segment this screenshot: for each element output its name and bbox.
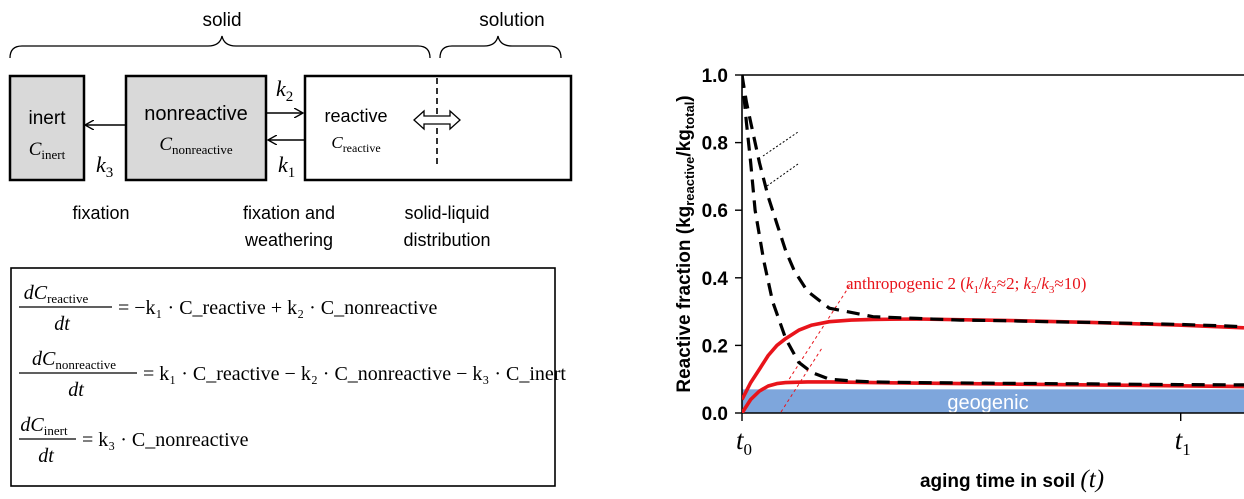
k1-label: k1 xyxy=(278,152,295,181)
y-axis-label: Reactive fraction (kgreactive/kgtotal) xyxy=(674,95,697,392)
equation-reactive: dCreactive dt = −k₁ · C_reactive + k₂ · … xyxy=(19,282,437,335)
svg-text:dCnonreactive: dCnonreactive xyxy=(32,348,116,372)
svg-text:dt: dt xyxy=(54,313,70,335)
nonreactive-box xyxy=(124,74,268,182)
distribution-label-line2: distribution xyxy=(403,230,490,250)
svg-text:= k₃ · C_nonreactive: = k₃ · C_nonreactive xyxy=(82,429,249,451)
solid-label: solid xyxy=(202,10,241,31)
x-tick-label: t0 xyxy=(736,425,752,459)
svg-text:= k₁ · C_reactive − k₂ · C_non: = k₁ · C_reactive − k₂ · C_nonreactive −… xyxy=(143,363,566,385)
exchange-double-arrow-icon xyxy=(413,109,461,131)
distribution-label-line1: solid-liquid xyxy=(404,203,489,223)
x-axis-label: aging time in soil (t) xyxy=(920,466,1104,493)
reactive-fraction-chart: geogenic 0.0 0.2 0.4 0.6 0.8 1.0 t0 t1 Reactive f… xyxy=(674,66,1244,493)
equation-nonreactive: dCnonreactive dt = k₁ · C_reactive − k₂ … xyxy=(19,348,566,401)
nonreactive-symbol: Cnonreactive xyxy=(159,134,233,157)
compartment-schematic: solid solution inert Cinert nonreactive … xyxy=(8,10,573,250)
weathering-label-line1: fixation and xyxy=(243,203,335,223)
anthropogenic-annotation: anthropogenic 2 (k1/k2≈2; k2/k3≈10) xyxy=(846,274,1086,296)
reactive-symbol: Creactive xyxy=(331,133,380,155)
svg-text:dCinert: dCinert xyxy=(20,414,68,438)
y-tick-label: 0.6 xyxy=(702,201,728,222)
y-tick-label: 0.2 xyxy=(702,336,728,357)
red-tangent-line xyxy=(780,347,823,413)
black-dashed-series xyxy=(742,75,1244,387)
nonreactive-label: nonreactive xyxy=(144,103,247,125)
y-tick-label: 0.4 xyxy=(702,269,729,290)
red-tangent-line xyxy=(785,281,853,385)
inert-box xyxy=(8,74,86,182)
solution-bracket xyxy=(439,35,562,59)
solution-label: solution xyxy=(479,10,545,31)
weathering-label-line2: weathering xyxy=(244,230,333,250)
geogenic-label: geogenic xyxy=(947,392,1028,414)
y-tick-label: 0.8 xyxy=(702,134,728,155)
svg-text:dCreactive: dCreactive xyxy=(24,282,89,306)
inert-symbol: Cinert xyxy=(29,139,66,162)
y-tick-label: 0.0 xyxy=(702,404,728,425)
solid-bracket xyxy=(9,35,431,59)
k3-label: k3 xyxy=(96,152,113,181)
geogenic-band xyxy=(742,389,1244,413)
svg-text:dt: dt xyxy=(68,379,84,401)
reactive-label: reactive xyxy=(324,106,387,126)
svg-text:= −k₁ · C_reactive + k₂ · C_no: = −k₁ · C_reactive + k₂ · C_nonreactive xyxy=(118,297,437,319)
svg-text:dt: dt xyxy=(38,445,54,467)
black-dashed-series xyxy=(742,75,1244,329)
inert-label: inert xyxy=(29,108,67,129)
k2-label: k2 xyxy=(276,76,293,105)
fixation-label: fixation xyxy=(72,203,129,223)
y-tick-label: 1.0 xyxy=(702,66,728,87)
black-tangent-line xyxy=(762,131,799,157)
equation-box: dCreactive dt = −k₁ · C_reactive + k₂ · … xyxy=(10,267,566,487)
equation-inert: dCinert dt = k₃ · C_nonreactive xyxy=(19,414,249,467)
x-tick-label: t1 xyxy=(1175,425,1191,459)
reactive-box xyxy=(303,74,573,182)
black-tangent-line xyxy=(766,163,799,187)
